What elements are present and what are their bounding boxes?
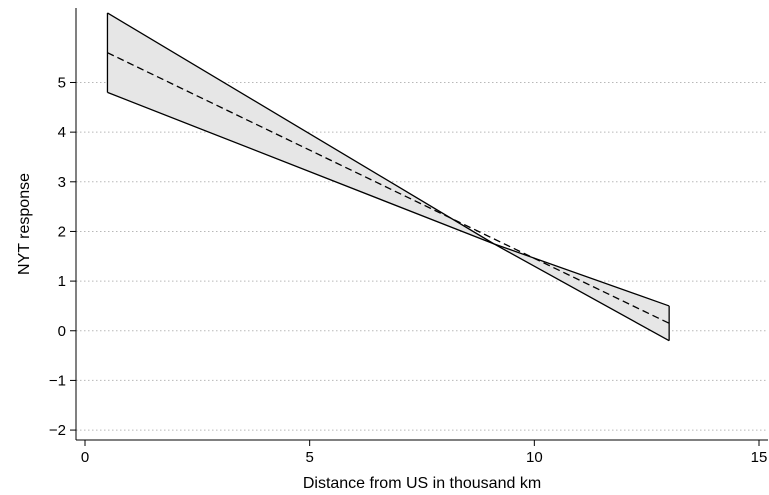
x-tick-label: 5	[305, 449, 313, 466]
x-tick-label: 0	[81, 449, 89, 466]
y-tick-label: 5	[58, 74, 66, 91]
y-tick-label: 0	[58, 323, 66, 340]
grid-lines	[76, 81, 768, 431]
ticks: −2 −1 0 1 2 3 4 5 0 5 10 15	[49, 74, 767, 466]
x-tick-label: 15	[751, 449, 768, 466]
y-tick-label: 3	[58, 174, 66, 191]
lower-bound-line	[107, 91, 670, 342]
y-tick-label: 4	[58, 124, 66, 141]
y-tick-label: −1	[49, 372, 66, 389]
confidence-band	[107, 12, 670, 341]
x-axis-label: Distance from US in thousand km	[303, 475, 541, 492]
y-tick-label: 1	[58, 273, 66, 290]
upper-bound-line	[107, 12, 670, 307]
x-tick-label: 10	[526, 449, 543, 466]
y-tick-label: 2	[58, 223, 66, 240]
y-tick-label: −2	[49, 422, 66, 439]
series-lines	[107, 52, 670, 324]
confidence-band-group	[106, 12, 670, 342]
estimate-line	[107, 52, 670, 324]
axes	[75, 8, 768, 441]
y-axis-label: NYT response	[16, 173, 33, 275]
